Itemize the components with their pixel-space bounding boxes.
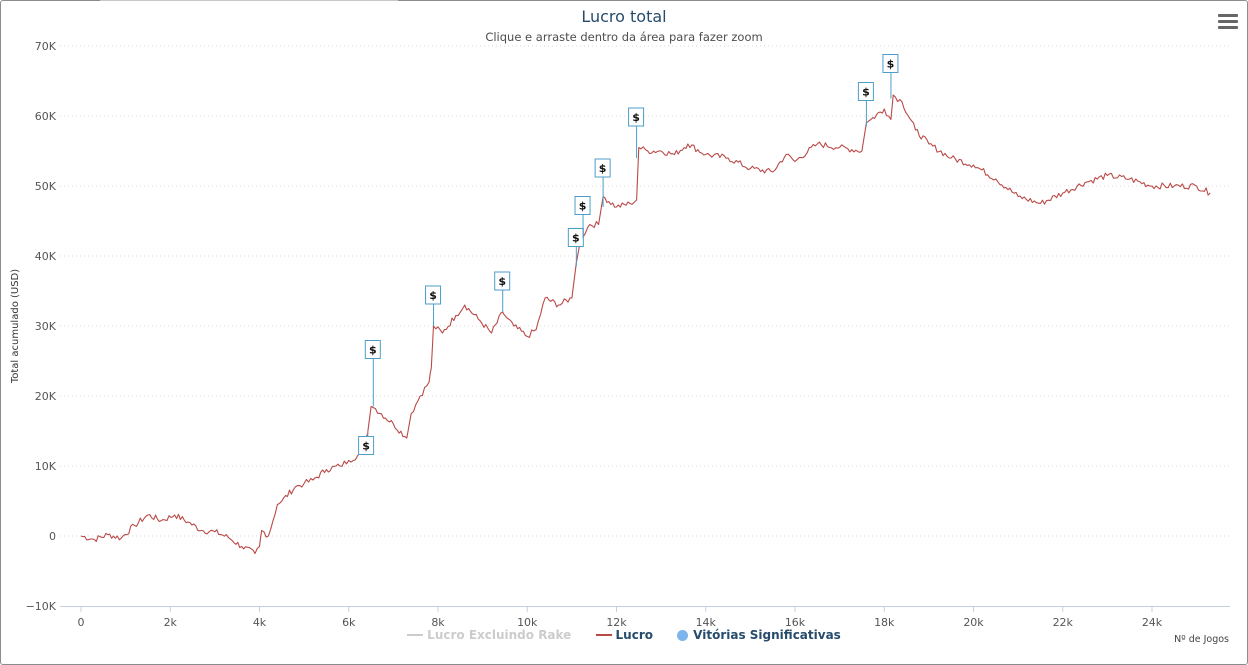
lucro-series-line — [80, 94, 1211, 555]
flag-marker: $ — [364, 340, 381, 407]
flags-layer: $ $ $ $ $ $ $ $ $ $ — [358, 54, 899, 455]
x-tick-label: 14k — [696, 616, 717, 629]
x-axis-label: Nº de Jogos — [1174, 634, 1229, 645]
flag-box — [358, 436, 375, 455]
legend-label-rake: Lucro Excluindo Rake — [427, 627, 572, 642]
y-tick-label: 20K — [35, 390, 57, 403]
flag-label: $ — [887, 58, 895, 71]
top-scrollbar-line — [100, 0, 398, 1]
flag-label: $ — [572, 232, 580, 245]
legend-item-lucro[interactable]: Lucro — [595, 627, 653, 642]
chart-title: Lucro total — [581, 7, 667, 26]
y-axis-label: Total acumulado (USD) — [10, 269, 21, 384]
flag-label: $ — [632, 111, 640, 124]
legend-label-vitorias: Vitórias Significativas — [693, 627, 841, 642]
flag-box — [594, 158, 611, 178]
menu-bar — [1218, 14, 1238, 17]
flag-marker: $ — [857, 82, 874, 127]
x-tick-label: 18k — [874, 616, 895, 629]
x-tick-label: 22k — [1053, 616, 1074, 629]
hamburger-menu-icon[interactable] — [1218, 14, 1238, 30]
flag-marker: $ — [567, 228, 584, 267]
flag-marker: $ — [574, 196, 591, 239]
menu-bar — [1218, 20, 1238, 23]
y-tick-label: 0 — [49, 530, 56, 543]
flag-marker: $ — [358, 434, 375, 455]
chart-subtitle: Clique e arraste dentro da área para faz… — [485, 30, 763, 44]
x-tick-label: 10k — [517, 616, 538, 629]
legend: Lucro Excluindo Rake Lucro Vitórias Sign… — [0, 627, 1248, 642]
flag-label: $ — [579, 200, 587, 213]
legend-dot-vitorias-icon — [677, 629, 689, 641]
grid — [60, 45, 1230, 537]
y-tick-label: 10K — [35, 460, 57, 473]
x-tick-label: 12k — [606, 616, 627, 629]
flag-box — [628, 107, 645, 127]
flag-label: $ — [498, 275, 506, 288]
flag-label: $ — [369, 344, 377, 357]
x-tick-label: 16k — [785, 616, 806, 629]
legend-line-rake-icon — [407, 634, 424, 636]
x-tick-label: 4k — [253, 616, 267, 629]
y-axis-ticks: −10K 0 10K 20K 30K 40K 50K 60K 70K — [26, 40, 57, 613]
flag-box — [882, 54, 899, 73]
flag-box — [425, 285, 442, 305]
x-axis: 0 2k 4k 6k 8k 10k 12k 14k 16k 18k 20k 22k 24k — [60, 606, 1230, 629]
menu-bar — [1218, 26, 1238, 29]
y-tick-label: 30K — [35, 320, 57, 333]
flag-label: $ — [862, 86, 870, 99]
flag-box — [574, 196, 591, 215]
y-tick-label: 50K — [35, 180, 57, 193]
legend-label-lucro: Lucro — [615, 627, 653, 642]
x-tick-label: 24k — [1142, 616, 1163, 629]
flag-marker: $ — [594, 158, 611, 207]
legend-item-vitorias[interactable]: Vitórias Significativas — [677, 628, 841, 642]
y-tick-label: 60K — [35, 110, 57, 123]
y-tick-label: −10K — [26, 600, 57, 613]
legend-line-lucro-icon — [595, 634, 612, 636]
x-tick-label: 6k — [342, 616, 356, 629]
flag-box — [494, 271, 511, 291]
flag-box — [364, 340, 381, 359]
flag-box — [857, 82, 874, 101]
x-tick-label: 0 — [78, 616, 85, 629]
flag-marker: $ — [882, 54, 899, 99]
x-tick-label: 2k — [164, 616, 178, 629]
flag-label: $ — [362, 440, 370, 453]
flag-marker: $ — [425, 285, 442, 326]
flag-label: $ — [599, 162, 607, 175]
y-tick-label: 70K — [35, 40, 57, 53]
series-layer — [80, 94, 1211, 555]
legend-item-rake[interactable]: Lucro Excluindo Rake — [407, 628, 571, 642]
flag-marker: $ — [494, 271, 511, 312]
x-tick-label: 20k — [963, 616, 984, 629]
flag-marker: $ — [628, 107, 645, 158]
y-tick-label: 40K — [35, 250, 57, 263]
flag-label: $ — [429, 289, 437, 302]
x-tick-label: 8k — [431, 616, 445, 629]
